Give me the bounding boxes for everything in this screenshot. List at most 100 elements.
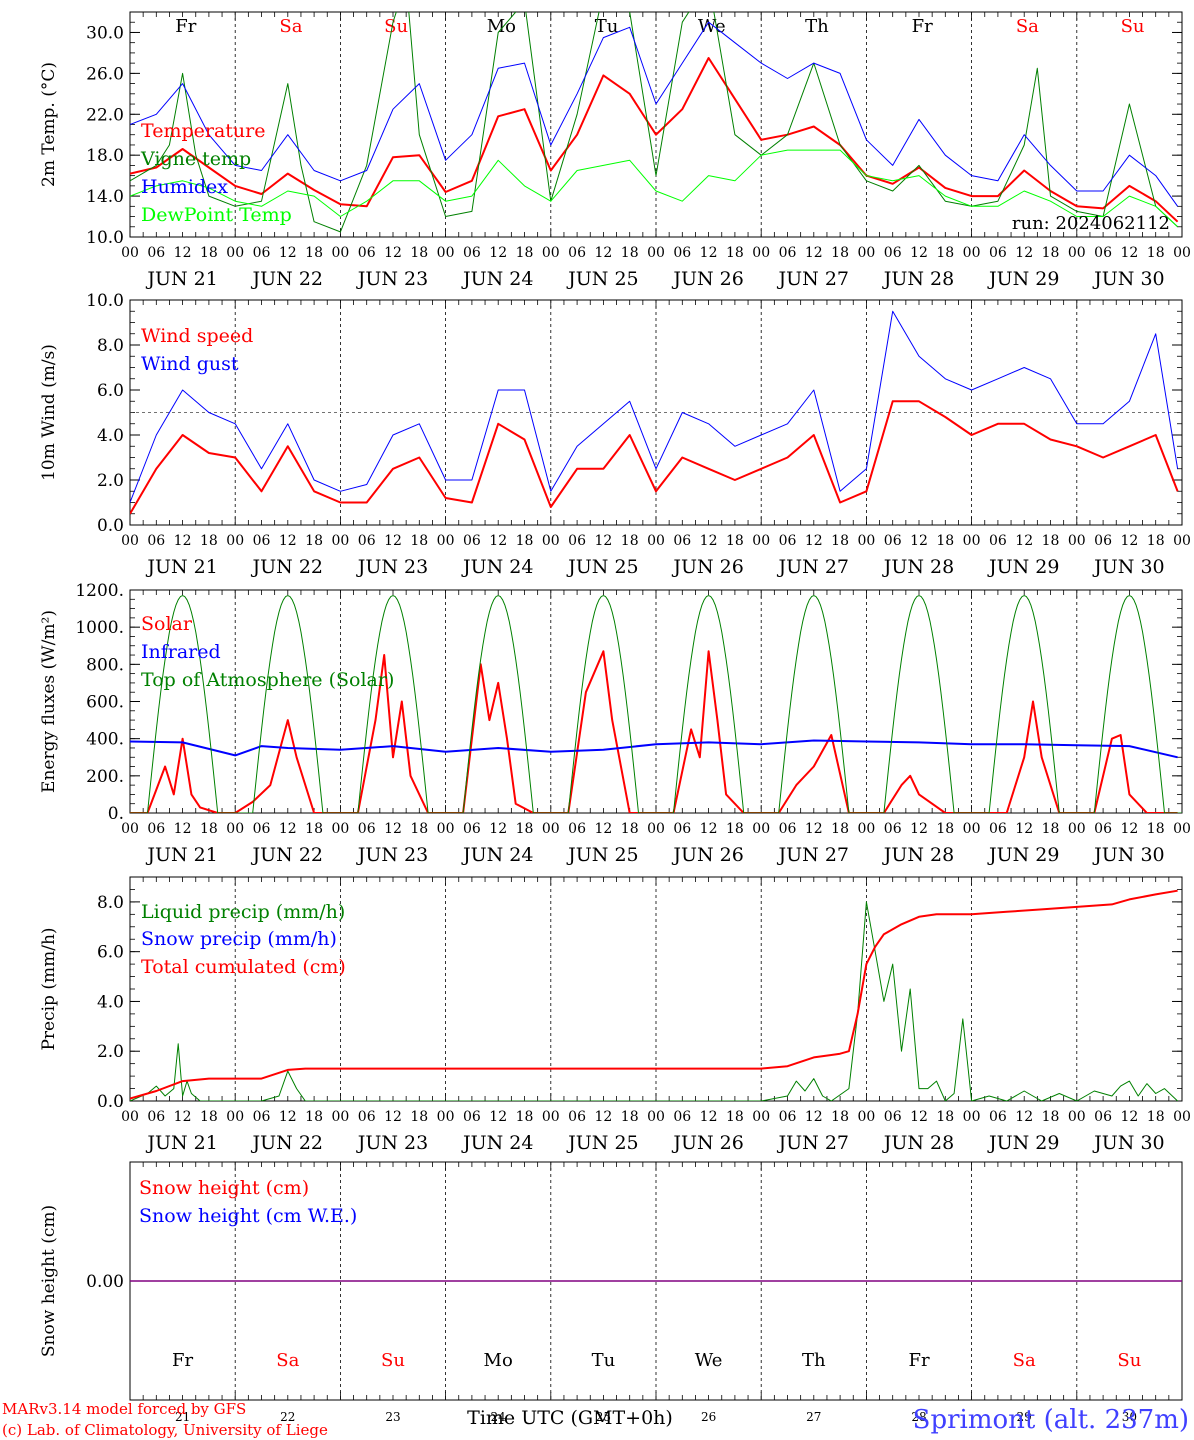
hour-tick-label: 06 (884, 533, 902, 549)
hour-tick-label: 12 (594, 1109, 612, 1125)
hour-tick-label: 12 (594, 245, 612, 261)
date-label: JUN 26 (671, 268, 743, 290)
hour-tick-label: 00 (647, 533, 665, 549)
x-axis-labels: 00 06 12 18 00 06 12 18 00 06 12 18 00 06 12 18 00 06 12 18… (121, 533, 1191, 578)
hour-tick-label: 00 (857, 821, 875, 837)
y-tick-label: 8.0 (97, 893, 124, 913)
date-label: JUN 28 (882, 844, 954, 866)
weekday-label: We (695, 1350, 723, 1371)
hour-tick-label: 12 (805, 821, 823, 837)
hour-tick-label: 00 (542, 1109, 560, 1125)
hour-tick-label: 12 (384, 245, 402, 261)
hour-tick-label: 00 (963, 821, 981, 837)
hour-tick-label: 06 (253, 821, 271, 837)
weekday-label: Tu (592, 1350, 616, 1371)
hour-tick-label: 06 (989, 821, 1007, 837)
hour-tick-label: 06 (568, 821, 586, 837)
hour-tick-label: 00 (752, 821, 770, 837)
weekday-label: Su (1117, 1350, 1141, 1371)
hour-tick-label: 12 (1120, 821, 1138, 837)
hour-tick-label: 12 (700, 245, 718, 261)
hour-tick-label: 06 (147, 533, 165, 549)
hour-tick-label: 18 (200, 533, 218, 549)
day-number-label: 21 (175, 1410, 190, 1424)
hour-tick-label: 12 (384, 821, 402, 837)
hour-tick-label: 12 (1015, 821, 1033, 837)
hour-tick-label: 06 (673, 1109, 691, 1125)
date-label: JUN 29 (987, 556, 1059, 578)
date-label: JUN 26 (671, 844, 743, 866)
hour-tick-label: 12 (384, 533, 402, 549)
date-label: JUN 30 (1092, 268, 1164, 290)
hour-tick-label: 12 (1015, 1109, 1033, 1125)
y-axis-label: Energy fluxes (W/m²) (39, 610, 59, 793)
date-label: JUN 30 (1092, 556, 1164, 578)
hour-tick-label: 12 (910, 1109, 928, 1125)
hour-tick-label: 06 (358, 1109, 376, 1125)
y-tick-label: 600. (86, 693, 124, 713)
series-line-temperature (130, 57, 1179, 223)
date-label: JUN 26 (671, 556, 743, 578)
hour-tick-label: 18 (516, 1109, 534, 1125)
weekday-label: Mo (484, 1350, 513, 1371)
lab-credit: (c) Lab. of Climatology, University of L… (2, 1421, 328, 1439)
hour-tick-label: 18 (936, 533, 954, 549)
date-label: JUN 27 (777, 1132, 849, 1154)
hour-tick-label: 06 (989, 533, 1007, 549)
hour-tick-label: 00 (752, 245, 770, 261)
x-axis-labels: 00 06 12 18 00 06 12 18 00 06 12 18 00 06 12 18 00 06 12 18… (121, 821, 1191, 866)
weekday-label: We (698, 16, 726, 37)
y-tick-label: 4.0 (97, 426, 124, 446)
hour-tick-label: 18 (726, 533, 744, 549)
hour-tick-label: 00 (752, 533, 770, 549)
hour-tick-label: 12 (1120, 245, 1138, 261)
series-line-humidex (130, 21, 1179, 207)
day-number-label: 24 (491, 1410, 507, 1424)
y-tick-label: 1000. (75, 618, 124, 638)
hour-tick-label: 12 (279, 1109, 297, 1125)
hour-tick-label: 00 (1068, 1109, 1086, 1125)
hour-tick-label: 12 (489, 821, 507, 837)
hour-tick-label: 18 (621, 245, 639, 261)
hour-tick-label: 06 (989, 1109, 1007, 1125)
panel-5: 0.00 Snow height (cm) Snow height (cm) Snow… (39, 1161, 1183, 1424)
hour-tick-label: 18 (305, 533, 323, 549)
hour-tick-label: 00 (226, 245, 244, 261)
weekday-label: Sa (1016, 16, 1039, 37)
hour-tick-label: 18 (200, 1109, 218, 1125)
date-label: JUN 28 (882, 1132, 954, 1154)
date-label: JUN 22 (251, 1132, 323, 1154)
weekday-label: Fr (175, 16, 196, 37)
series-line-infrared (130, 739, 1178, 759)
hour-tick-label: 18 (410, 1109, 428, 1125)
weekday-label: Tu (595, 16, 619, 37)
hour-tick-label: 06 (1094, 533, 1112, 549)
hour-tick-label: 06 (779, 533, 797, 549)
hour-tick-label: 12 (279, 821, 297, 837)
hour-tick-label: 06 (884, 1109, 902, 1125)
run-label: run: 2024062112 (1012, 213, 1170, 234)
series-line-wind-gust (130, 310, 1179, 503)
date-label: JUN 27 (777, 556, 849, 578)
weekday-label: Th (802, 1350, 826, 1371)
hour-tick-label: 18 (831, 245, 849, 261)
weekday-label: Fr (172, 1350, 193, 1371)
hour-tick-label: 06 (358, 245, 376, 261)
hour-tick-label: 12 (489, 1109, 507, 1125)
series-line-total-cumulated-cm- (130, 889, 1178, 1100)
hour-tick-label: 00 (121, 533, 139, 549)
y-axis-label: 10m Wind (m/s) (39, 344, 59, 481)
hour-tick-label: 06 (463, 533, 481, 549)
weekday-label: Sa (276, 1350, 299, 1371)
y-axis-label: 2m Temp. (°C) (39, 62, 59, 187)
hour-tick-label: 18 (1147, 533, 1165, 549)
hour-tick-label: 00 (437, 821, 455, 837)
hour-tick-label: 18 (1147, 821, 1165, 837)
hour-tick-label: 18 (936, 245, 954, 261)
hour-tick-label: 12 (910, 245, 928, 261)
hour-tick-label: 18 (936, 1109, 954, 1125)
hour-tick-label: 12 (174, 533, 192, 549)
date-label: JUN 28 (882, 268, 954, 290)
hour-tick-label: 00 (226, 533, 244, 549)
